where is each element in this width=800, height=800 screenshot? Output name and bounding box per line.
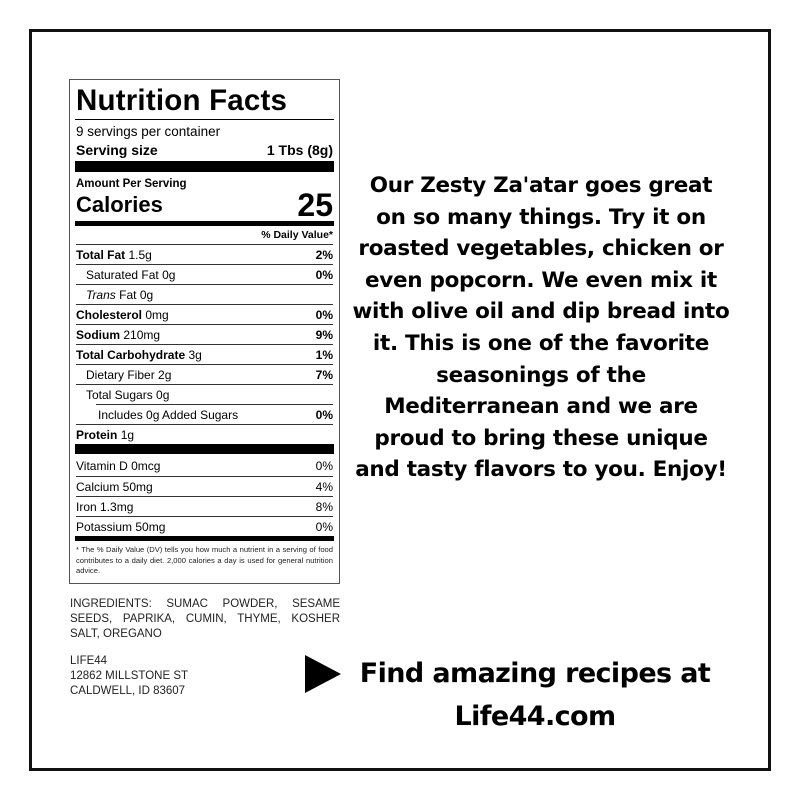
recipes-call-to-action: Find amazing recipes at Life44.com bbox=[345, 652, 725, 738]
serving-size: Serving size 1 Tbs (8g) bbox=[76, 142, 333, 158]
nutrient-row-total-sugars: Total Sugars 0g bbox=[76, 384, 333, 404]
vitamin-row-vitamin-d: Vitamin D 0mcg 0% bbox=[76, 459, 333, 473]
daily-value-footnote: * The % Daily Value (DV) tells you how m… bbox=[76, 545, 333, 575]
divider bbox=[75, 119, 334, 120]
daily-value-header: % Daily Value* bbox=[261, 229, 333, 241]
nutrient-row-dietary-fiber: Dietary Fiber 2g 7% bbox=[76, 364, 333, 384]
thick-divider bbox=[75, 161, 334, 172]
company-address: LIFE44 12862 MILLSTONE ST CALDWELL, ID 8… bbox=[70, 655, 189, 697]
nutrient-row-total-fat: Total Fat 1.5g 2% bbox=[76, 244, 333, 264]
product-description: Our Zesty Za'atar goes great on so many … bbox=[352, 173, 730, 483]
nutrition-title: Nutrition Facts bbox=[76, 84, 288, 117]
servings-per-container: 9 servings per container bbox=[76, 124, 221, 139]
nutrient-row-saturated-fat: Saturated Fat 0g 0% bbox=[76, 264, 333, 284]
nutrient-row-sodium: Sodium 210mg 9% bbox=[76, 324, 333, 344]
vitamin-row-iron: Iron 1.3mg 8% bbox=[76, 496, 333, 516]
nutrient-row-protein: Protein 1g bbox=[76, 424, 333, 444]
nutrient-row-cholesterol: Cholesterol 0mg 0% bbox=[76, 304, 333, 324]
ingredients: INGREDIENTS: SUMAC POWDER, SESAME SEEDS,… bbox=[70, 598, 340, 640]
vitamin-row-potassium: Potassium 50mg 0% bbox=[76, 516, 333, 536]
medium-divider bbox=[75, 536, 334, 541]
calories-row: Calories 25 bbox=[76, 187, 333, 223]
website-link: Life44.com bbox=[454, 701, 616, 732]
amount-per-serving: Amount Per Serving bbox=[76, 178, 187, 190]
medium-divider bbox=[75, 221, 334, 226]
cta-line: Find amazing recipes at bbox=[359, 658, 711, 689]
nutrition-facts-label: Nutrition Facts 9 servings per container… bbox=[69, 79, 340, 584]
nutrient-row-added-sugars: Includes 0g Added Sugars 0% bbox=[96, 404, 333, 424]
thick-divider bbox=[75, 444, 334, 454]
play-triangle-icon bbox=[305, 655, 341, 693]
outer-frame bbox=[29, 29, 771, 771]
nutrient-row-trans-fat: Trans Fat 0g bbox=[76, 284, 333, 304]
nutrient-row-total-carbohydrate: Total Carbohydrate 3g 1% bbox=[76, 344, 333, 364]
vitamin-row-calcium: Calcium 50mg 4% bbox=[76, 476, 333, 496]
